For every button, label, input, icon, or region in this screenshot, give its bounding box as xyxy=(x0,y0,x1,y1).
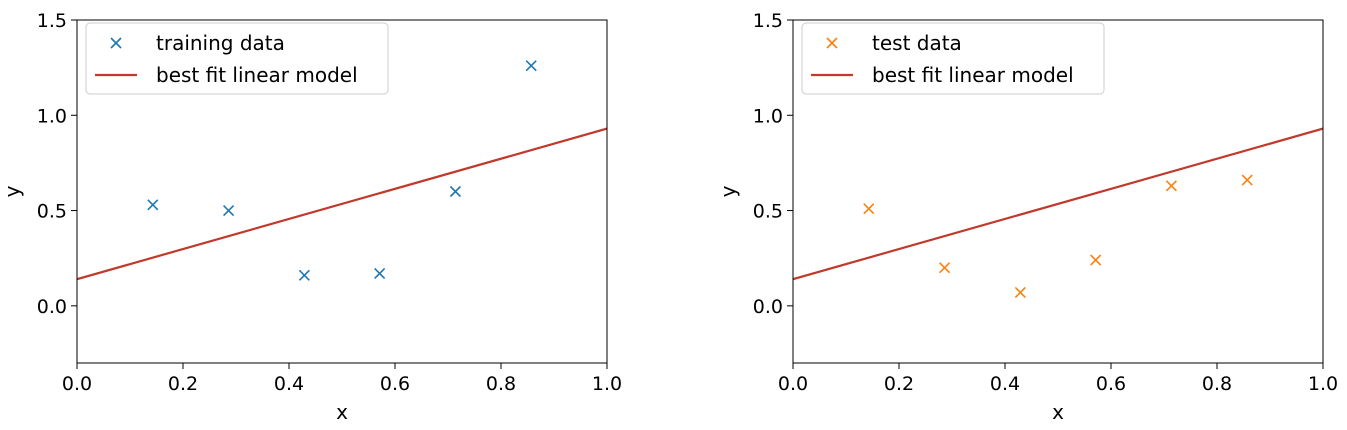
legend-label: training data xyxy=(156,31,285,55)
y-tick-label: 0.0 xyxy=(37,296,67,318)
y-tick-label: 1.0 xyxy=(753,105,783,127)
plot-data-layer xyxy=(77,60,607,281)
fit-line xyxy=(77,127,607,281)
y-tick-label: 1.5 xyxy=(37,10,67,32)
legend-box xyxy=(801,22,1105,95)
plot-frame xyxy=(76,19,608,364)
data-point-1 xyxy=(863,203,875,215)
y-axis-label: y xyxy=(0,185,24,197)
legend-label: best fit linear model xyxy=(872,63,1074,87)
x-tick-label: 1.0 xyxy=(592,373,622,395)
y-tick-label: 0.5 xyxy=(37,201,67,223)
data-point-4 xyxy=(374,267,386,280)
y-tick-label: 0.0 xyxy=(753,296,783,318)
data-point-6 xyxy=(1241,174,1253,186)
x-tick-label: 0.2 xyxy=(168,373,198,395)
legend-marker-x xyxy=(110,37,122,49)
legend-marker-x xyxy=(826,37,838,49)
fit-line xyxy=(793,127,1323,281)
legend-box xyxy=(85,22,389,95)
legend: test data best fit linear model xyxy=(801,22,1105,95)
x-axis-label: x xyxy=(336,400,348,424)
x-tick-label: 0.0 xyxy=(62,373,92,395)
legend: training data best fit linear model xyxy=(85,22,389,95)
x-tick-label: 0.8 xyxy=(486,373,516,395)
y-tick-label: 1.5 xyxy=(753,10,783,32)
data-point-2 xyxy=(223,204,235,217)
data-point-1 xyxy=(147,199,159,211)
data-point-3 xyxy=(1014,286,1026,299)
data-point-6 xyxy=(525,60,537,72)
x-tick-label: 0.6 xyxy=(380,373,410,395)
y-tick-label: 1.0 xyxy=(37,105,67,127)
data-point-3 xyxy=(298,269,310,281)
chart-panel-1: 0.0 0.2 0.4 0.6 0.8 1.0 0.0 0.5 1.0 1.5 x y training… xyxy=(0,10,622,424)
plot-data-layer xyxy=(793,127,1323,299)
x-tick-label: 0.8 xyxy=(1202,373,1232,395)
data-point-5 xyxy=(1165,180,1177,192)
x-tick-label: 0.4 xyxy=(274,373,304,395)
x-tick-label: 0.0 xyxy=(778,373,808,395)
x-tick-label: 0.2 xyxy=(884,373,914,395)
x-tick-label: 0.4 xyxy=(990,373,1020,395)
plot-frame xyxy=(792,19,1324,364)
legend-label: test data xyxy=(872,31,962,55)
y-tick-label: 0.5 xyxy=(753,201,783,223)
y-axis-label: y xyxy=(716,185,740,197)
data-point-4 xyxy=(1090,254,1102,266)
legend-label: best fit linear model xyxy=(156,63,358,87)
x-tick-label: 0.6 xyxy=(1096,373,1126,395)
x-tick-label: 1.0 xyxy=(1308,373,1338,395)
chart-panel-2: 0.0 0.2 0.4 0.6 0.8 1.0 0.0 0.5 1.0 1.5 x y test dat… xyxy=(716,10,1338,424)
data-point-5 xyxy=(449,185,461,198)
x-axis-label: x xyxy=(1052,400,1064,424)
data-point-2 xyxy=(939,262,951,274)
